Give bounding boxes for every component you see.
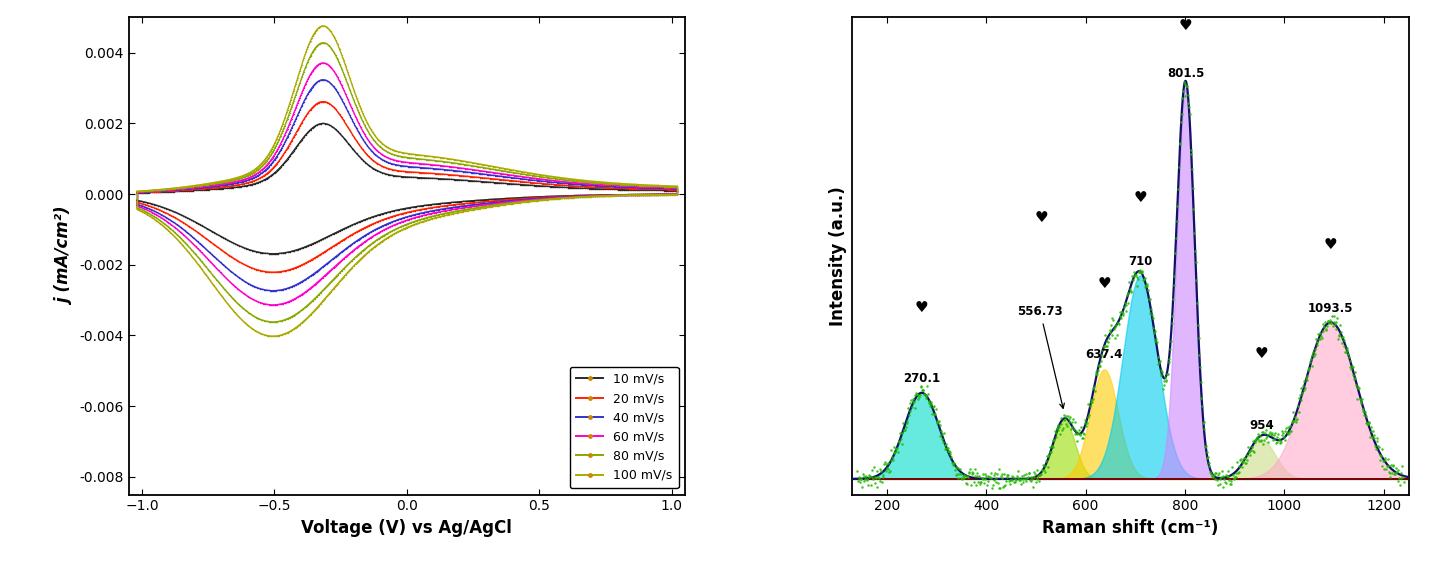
- Text: ♥: ♥: [1254, 347, 1268, 362]
- Text: 954: 954: [1250, 419, 1274, 432]
- Text: ♥: ♥: [915, 300, 928, 315]
- Text: 710: 710: [1128, 255, 1153, 267]
- Text: 637.4: 637.4: [1085, 348, 1123, 362]
- Text: ♥: ♥: [1035, 209, 1048, 225]
- Text: 270.1: 270.1: [904, 372, 941, 385]
- Text: ♥: ♥: [1134, 190, 1147, 205]
- Text: 556.73: 556.73: [1018, 305, 1064, 408]
- Y-axis label: Intensity (a.u.): Intensity (a.u.): [828, 186, 847, 326]
- Text: ♥: ♥: [1324, 237, 1337, 252]
- Text: ♥: ♥: [1097, 276, 1111, 291]
- X-axis label: Raman shift (cm⁻¹): Raman shift (cm⁻¹): [1042, 519, 1218, 537]
- Legend: 10 mV/s, 20 mV/s, 40 mV/s, 60 mV/s, 80 mV/s, 100 mV/s: 10 mV/s, 20 mV/s, 40 mV/s, 60 mV/s, 80 m…: [569, 366, 679, 488]
- X-axis label: Voltage (V) vs Ag/AgCl: Voltage (V) vs Ag/AgCl: [302, 519, 512, 537]
- Text: 801.5: 801.5: [1167, 67, 1204, 80]
- Y-axis label: j (mA/cm²): j (mA/cm²): [56, 207, 74, 305]
- Text: ♥: ♥: [1178, 18, 1193, 33]
- Text: 1093.5: 1093.5: [1308, 301, 1354, 315]
